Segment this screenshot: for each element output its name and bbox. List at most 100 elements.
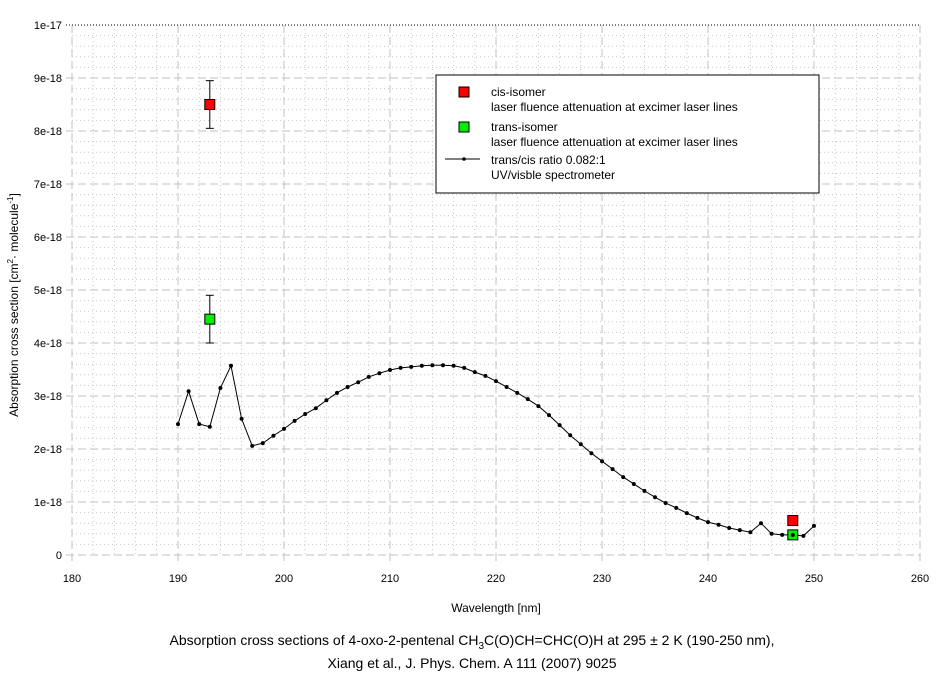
spectrum-point bbox=[345, 384, 350, 389]
spectrum-point bbox=[515, 390, 520, 395]
y-tick-label: 5e-18 bbox=[34, 285, 62, 297]
spectrum-point bbox=[239, 416, 244, 421]
y-axis-label-part: · molecule bbox=[7, 203, 21, 259]
x-tick-label: 180 bbox=[63, 573, 81, 585]
y-tick-label: 1e-17 bbox=[34, 20, 62, 32]
legend-trans-swatch bbox=[458, 121, 470, 133]
spectrum-point bbox=[207, 424, 212, 429]
y-tick-label: 0 bbox=[56, 550, 62, 562]
y-tick-label: 2e-18 bbox=[34, 444, 62, 456]
spectrum-point bbox=[568, 433, 573, 438]
y-tick-label: 4e-18 bbox=[34, 338, 62, 350]
spectrum-point bbox=[419, 363, 424, 368]
spectrum-point bbox=[494, 379, 498, 384]
caption-line-1: Absorption cross sections of 4-oxo-2-pen… bbox=[0, 632, 944, 652]
spectrum-point bbox=[727, 525, 732, 530]
spectrum-point bbox=[430, 363, 435, 368]
y-axis-label: Absorption cross section [cm2 · molecule… bbox=[6, 193, 21, 417]
spectrum-point bbox=[589, 451, 594, 456]
legend-cis-swatch bbox=[458, 86, 470, 98]
caption-subscript: 3 bbox=[478, 640, 484, 652]
y-tick-label: 1e-18 bbox=[34, 497, 62, 509]
caption-text-b: C(O)CH=CHC(O)H at 295 ± 2 K (190-250 nm)… bbox=[484, 632, 775, 648]
caption-text-a: Absorption cross sections of 4-oxo-2-pen… bbox=[169, 632, 479, 648]
spectrum-point bbox=[812, 523, 816, 528]
y-tick-label: 9e-18 bbox=[34, 73, 62, 85]
y-tick-label: 6e-18 bbox=[34, 232, 62, 244]
x-tick-label: 220 bbox=[487, 573, 505, 585]
spectrum-point bbox=[229, 363, 233, 368]
spectrum-point bbox=[377, 371, 382, 376]
spectrum-point bbox=[451, 363, 456, 368]
spectrum-point bbox=[780, 532, 785, 537]
y-axis-label-part: 2 bbox=[6, 258, 15, 263]
spectrum-point bbox=[748, 530, 753, 535]
y-tick-label: 3e-18 bbox=[34, 391, 62, 403]
x-tick-label: 190 bbox=[169, 573, 187, 585]
x-tick-label: 210 bbox=[381, 573, 399, 585]
legend: cis-isomer laser fluence attenuation at e… bbox=[435, 74, 820, 194]
y-axis-label-part: -1 bbox=[6, 196, 15, 204]
spectrum-point bbox=[642, 488, 647, 493]
spectrum-point bbox=[292, 418, 297, 423]
spectrum-point bbox=[578, 442, 583, 447]
spectrum-point bbox=[409, 364, 414, 369]
spectrum-point bbox=[621, 475, 626, 480]
spectrum-point bbox=[684, 511, 689, 516]
y-axis-label-part: ] bbox=[7, 193, 21, 196]
spectrum-point bbox=[759, 521, 763, 526]
spectrum-point bbox=[790, 532, 795, 537]
x-tick-label: 230 bbox=[593, 573, 611, 585]
spectrum-point bbox=[250, 443, 255, 448]
spectrum-point bbox=[260, 441, 265, 446]
spectrum-point bbox=[271, 433, 276, 438]
spectrum-point bbox=[186, 389, 191, 394]
x-tick-label: 260 bbox=[911, 573, 929, 585]
legend-box bbox=[435, 74, 820, 194]
legend-text: trans-isomer bbox=[491, 120, 558, 134]
spectrum-point bbox=[706, 520, 710, 525]
spectrum-point bbox=[472, 370, 477, 375]
spectrum-point bbox=[663, 501, 668, 506]
x-tick-label: 240 bbox=[699, 573, 717, 585]
spectrum-point bbox=[653, 495, 657, 500]
spectrum-point bbox=[610, 467, 615, 472]
spectrum-point bbox=[801, 533, 806, 538]
spectrum-point bbox=[631, 481, 636, 486]
spectrum-point bbox=[197, 422, 202, 427]
spectrum-point bbox=[313, 406, 318, 411]
x-axis-label: Wavelength [nm] bbox=[451, 601, 541, 615]
spectrum-point bbox=[218, 386, 223, 391]
spectrum-point bbox=[557, 423, 562, 428]
y-tick-label: 7e-18 bbox=[34, 179, 62, 191]
spectrum-point bbox=[335, 390, 339, 395]
y-tick-label: 8e-18 bbox=[34, 126, 62, 138]
caption-line-2: Xiang et al., J. Phys. Chem. A 111 (2007… bbox=[327, 655, 617, 671]
spectrum-point bbox=[769, 531, 774, 536]
legend-text: trans/cis ratio 0.082:1 bbox=[491, 153, 606, 167]
spectrum-point bbox=[441, 363, 445, 368]
spectrum-point bbox=[303, 412, 308, 417]
legend-line-point bbox=[462, 157, 466, 161]
spectrum-point bbox=[462, 365, 467, 370]
spectrum-point bbox=[547, 413, 551, 418]
chart-plot: 180 190 200 210 220 230 240 250 260 0 1e-18 2e-18 3e… bbox=[6, 20, 929, 615]
x-tick-label: 250 bbox=[805, 573, 823, 585]
spectrum-point bbox=[504, 384, 509, 389]
legend-text: cis-isomer bbox=[491, 85, 546, 99]
spectrum-point bbox=[388, 368, 392, 373]
legend-text: UV/visble spectrometer bbox=[491, 168, 615, 182]
spectrum-point bbox=[282, 426, 286, 431]
spectrum-point bbox=[525, 397, 530, 402]
spectrum-point bbox=[356, 380, 361, 385]
spectrum-point bbox=[366, 374, 371, 379]
spectrum-point bbox=[674, 505, 679, 510]
spectrum-point bbox=[716, 522, 721, 527]
legend-text: laser fluence attenuation at excimer las… bbox=[491, 135, 738, 149]
cis-isomer-marker bbox=[204, 99, 216, 110]
spectrum-point bbox=[737, 528, 742, 533]
spectrum-point bbox=[536, 404, 541, 409]
y-axis-label-part: Absorption cross section [cm bbox=[7, 263, 21, 416]
cis-isomer-marker bbox=[787, 515, 799, 527]
